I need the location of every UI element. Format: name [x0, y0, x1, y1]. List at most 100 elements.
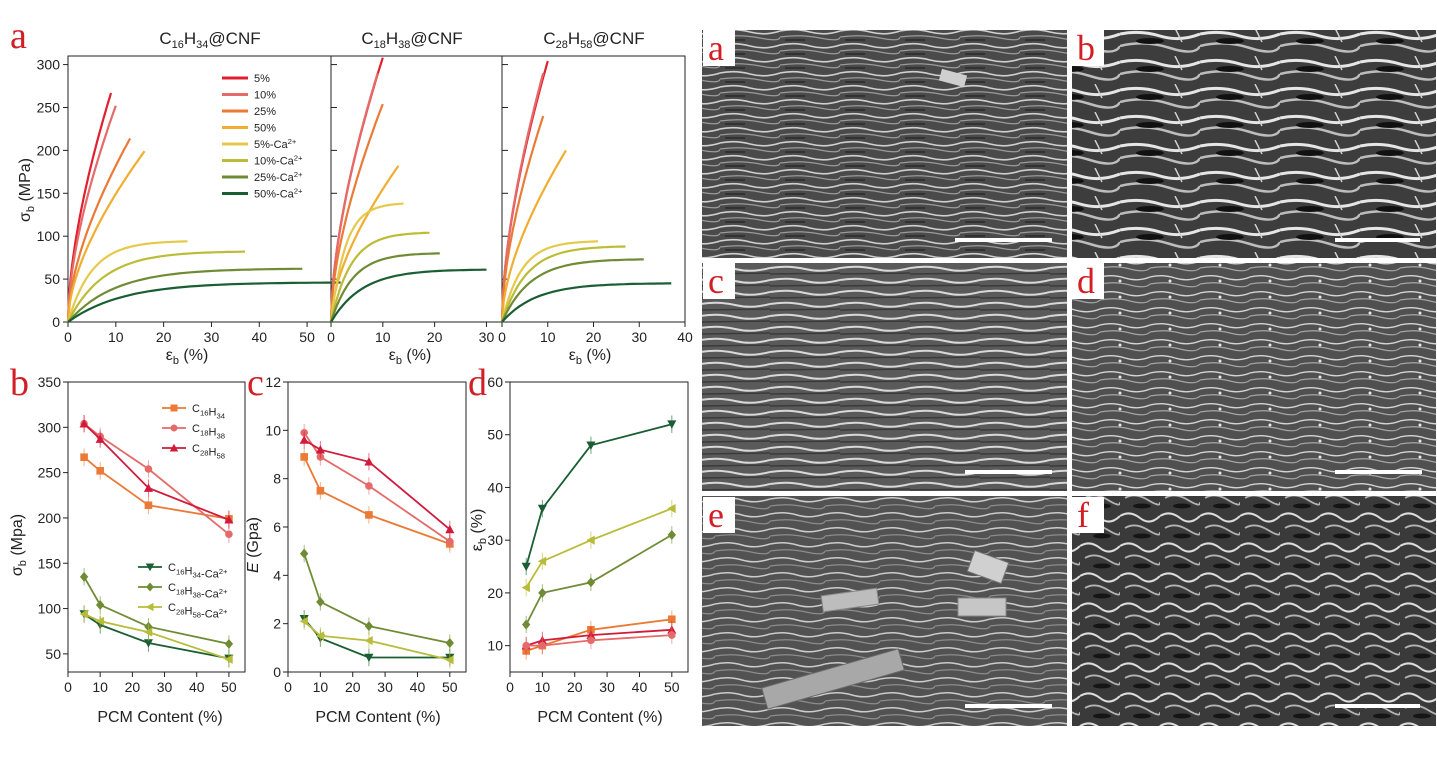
stress-strain-curve — [500, 72, 545, 323]
legend-marker — [170, 404, 178, 412]
data-point — [300, 453, 308, 461]
x-tick-label: 20 — [156, 329, 172, 345]
stress-strain-curve — [67, 250, 245, 323]
sem-label-c: c — [708, 261, 724, 301]
x-tick-label: 30 — [631, 329, 647, 345]
sem-image-e: e — [702, 495, 1067, 726]
data-point — [79, 609, 88, 619]
series-line — [83, 613, 230, 661]
subplot-title-3: C28H58@CNF — [543, 29, 644, 51]
stress-strain-curve — [329, 72, 379, 323]
series-line — [303, 456, 451, 545]
y-tick-label: 350 — [38, 374, 62, 390]
sem-label-b: b — [1077, 28, 1095, 68]
stress-strain-curve — [329, 103, 384, 323]
x-tick-label: 0 — [506, 679, 514, 695]
x-tick-label: 40 — [410, 679, 426, 695]
sem-label-a: a — [708, 28, 724, 68]
chart-b-ylabel: σb (Mpa) — [9, 514, 29, 576]
chart-d-frame — [509, 381, 689, 673]
y-tick-label: 6 — [273, 519, 281, 535]
y-tick-label: 4 — [273, 567, 281, 583]
chart-a-xlabel-3: εb (%) — [569, 347, 612, 367]
chart-b: 0 10 20 30 40 50 50 100 150 200 250 300 350 — [38, 374, 246, 695]
x-tick-label: 40 — [677, 329, 693, 345]
sem-image-b: b — [1072, 28, 1436, 258]
data-point — [521, 562, 531, 572]
stress-strain-curve — [66, 240, 188, 323]
data-point — [144, 501, 153, 510]
stress-strain-curve — [67, 267, 303, 323]
chart-b-frame — [67, 381, 246, 673]
panel-label-a: a — [10, 15, 27, 57]
stress-strain-curve — [329, 231, 430, 323]
data-point — [586, 441, 596, 450]
data-point — [80, 453, 88, 462]
chart-d-ylabel: εb (%) — [469, 509, 489, 552]
series-line — [83, 456, 230, 520]
legend-entry: C18H38 — [192, 423, 225, 441]
series-line — [303, 620, 451, 661]
x-tick-label: 10 — [375, 329, 391, 345]
data-point — [95, 616, 104, 626]
x-tick-label: 50 — [221, 679, 237, 695]
sem-label-d: d — [1077, 261, 1095, 301]
data-point — [538, 587, 547, 598]
chart-a-xlabel-1: εb (%) — [166, 347, 209, 367]
data-point — [668, 631, 676, 639]
y-tick-label: 20 — [487, 585, 503, 601]
x-tick-label: 0 — [64, 679, 72, 695]
x-tick-label: 40 — [632, 679, 648, 695]
stress-strain-curve — [500, 115, 545, 323]
series-line — [83, 613, 230, 660]
y-tick-label: 100 — [38, 601, 62, 617]
legend-entry: C28H58-Ca2+ — [168, 602, 228, 621]
data-point — [95, 434, 105, 443]
data-point — [521, 583, 530, 593]
data-point — [364, 621, 374, 632]
x-tick-label: 20 — [586, 329, 602, 345]
x-tick-label: 50 — [299, 329, 315, 345]
series-line — [83, 422, 230, 535]
data-point — [143, 639, 154, 648]
data-point — [315, 631, 325, 641]
legend-marker — [146, 582, 154, 592]
chart-b-xlabel: PCM Content (%) — [97, 709, 222, 726]
sem-image-a: a — [702, 28, 1067, 258]
y-tick-label: 50 — [44, 271, 60, 287]
x-tick-label: 10 — [313, 679, 329, 695]
data-point — [79, 419, 89, 428]
sem-image-c: c — [702, 261, 1067, 491]
y-tick-label: 30 — [487, 532, 503, 548]
data-point — [667, 503, 676, 514]
x-tick-label: 40 — [251, 329, 267, 345]
data-point — [537, 556, 547, 566]
legend-entry: C16H34 — [192, 403, 226, 421]
data-point — [365, 511, 373, 519]
series-line — [525, 534, 673, 625]
stress-strain-curve — [500, 60, 549, 323]
legend-entry: C18H38-Ca2+ — [168, 582, 228, 601]
data-point — [365, 482, 373, 490]
series-line — [83, 423, 230, 521]
stress-strain-curve — [329, 202, 404, 323]
y-tick-label: 8 — [273, 471, 281, 487]
x-tick-label: 0 — [64, 329, 72, 345]
stress-strain-curve — [66, 137, 132, 323]
subplot-title-2: C18H38@CNF — [361, 29, 462, 51]
data-point — [445, 655, 454, 665]
stress-strain-curve — [329, 252, 440, 323]
stress-strain-curve — [329, 165, 400, 323]
legend-entry: 50%-Ca2+ — [254, 187, 303, 201]
x-tick-label: 10 — [108, 329, 124, 345]
series-line — [525, 628, 672, 647]
x-tick-label: 0 — [498, 329, 506, 345]
sem-image-f: f — [1072, 495, 1436, 726]
x-tick-label: 40 — [189, 679, 205, 695]
y-tick-label: 200 — [38, 510, 62, 526]
x-tick-label: 10 — [92, 679, 108, 695]
legend-entry: C28H58 — [192, 443, 225, 461]
y-tick-label: 0 — [52, 314, 60, 330]
chart-a-frame — [67, 55, 686, 323]
x-tick-label: 20 — [345, 679, 361, 695]
